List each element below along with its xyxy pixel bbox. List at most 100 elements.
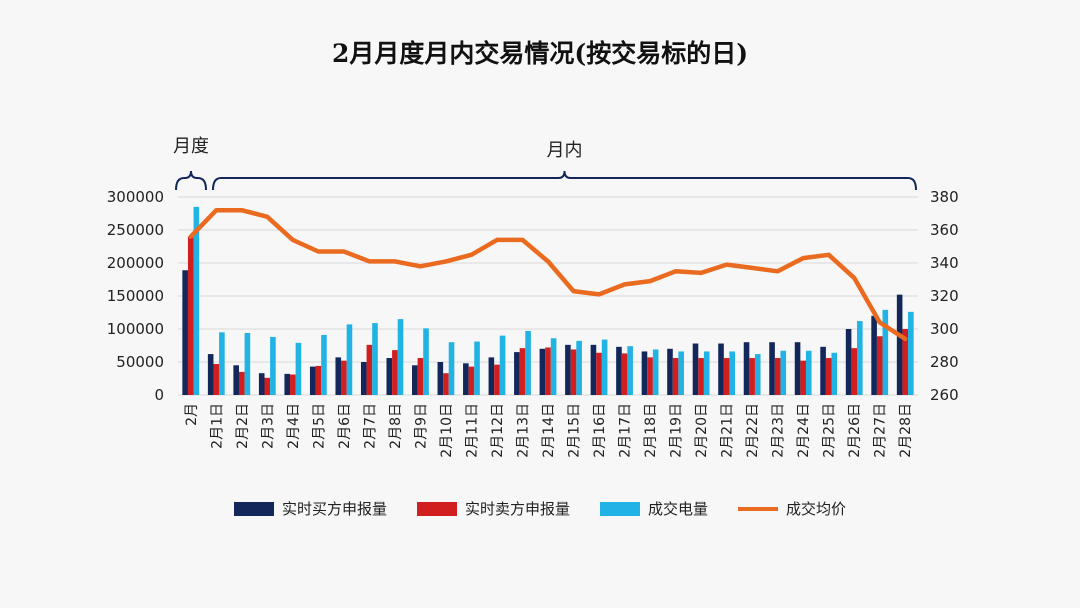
bar bbox=[908, 311, 914, 395]
bar bbox=[718, 343, 724, 395]
bar bbox=[423, 328, 429, 395]
bar bbox=[360, 362, 367, 395]
legend-item: 成交均价 bbox=[738, 498, 846, 519]
bracket bbox=[175, 170, 207, 191]
bar bbox=[488, 357, 495, 395]
category-label: 2月22日 bbox=[745, 403, 761, 458]
bar bbox=[213, 363, 220, 395]
category-label: 2月3日 bbox=[260, 403, 276, 449]
right-tick-label: 380 bbox=[930, 188, 959, 206]
bar bbox=[309, 366, 316, 395]
bracket bbox=[212, 170, 917, 191]
category-label: 2月28日 bbox=[898, 403, 914, 458]
bar bbox=[831, 352, 838, 395]
legend-swatch bbox=[416, 501, 457, 516]
bar-series bbox=[182, 206, 914, 395]
category-label: 2月16日 bbox=[592, 403, 608, 458]
bar bbox=[882, 309, 889, 395]
bar bbox=[902, 329, 909, 395]
bar bbox=[596, 352, 602, 395]
bar bbox=[372, 323, 378, 395]
bar bbox=[800, 360, 806, 395]
bar bbox=[346, 324, 353, 395]
bar bbox=[525, 330, 531, 395]
legend: 实时买方申报量 实时卖方申报量 成交电量 成交均价 bbox=[0, 498, 1080, 519]
legend-item: 实时卖方申报量 bbox=[416, 498, 570, 519]
category-label: 2月12日 bbox=[490, 403, 506, 458]
category-label: 2月10日 bbox=[439, 403, 455, 458]
category-label: 2月24日 bbox=[796, 403, 812, 458]
legend-swatch bbox=[738, 506, 779, 511]
axis-labels: 0 50000 100000 150000 200000 250000 300000 260 2… bbox=[107, 188, 959, 458]
left-tick-label: 300000 bbox=[107, 188, 164, 206]
bar bbox=[539, 348, 546, 395]
bar bbox=[703, 351, 710, 395]
left-tick-label: 100000 bbox=[107, 320, 164, 338]
bar bbox=[290, 374, 296, 395]
group-label-intramonth: 月内 bbox=[547, 140, 583, 161]
bar bbox=[754, 354, 761, 395]
bar bbox=[820, 346, 826, 395]
bar bbox=[692, 343, 699, 395]
legend-label: 实时卖方申报量 bbox=[464, 500, 570, 518]
bar bbox=[182, 270, 188, 395]
bar bbox=[590, 344, 597, 395]
right-tick-label: 280 bbox=[930, 353, 959, 371]
bar bbox=[193, 206, 200, 395]
bar bbox=[443, 373, 449, 395]
bar bbox=[238, 371, 245, 395]
bar bbox=[397, 319, 404, 395]
bar bbox=[499, 335, 506, 395]
chart-title: 2月月度月内交易情况(按交易标的日) bbox=[331, 39, 749, 68]
category-label: 2月25日 bbox=[822, 403, 838, 458]
bar bbox=[565, 344, 571, 395]
bar bbox=[570, 349, 577, 395]
bar bbox=[474, 341, 480, 395]
category-label: 2月13日 bbox=[515, 403, 531, 458]
bar bbox=[896, 294, 903, 395]
bar bbox=[545, 347, 551, 395]
category-label: 2月1日 bbox=[209, 403, 225, 449]
bar bbox=[207, 354, 214, 395]
bar bbox=[244, 332, 251, 395]
bar bbox=[392, 350, 398, 395]
legend-swatch bbox=[600, 501, 640, 516]
bar bbox=[729, 351, 736, 395]
bar bbox=[769, 342, 775, 395]
bar bbox=[187, 236, 194, 395]
category-label: 2月21日 bbox=[720, 403, 736, 458]
right-tick-label: 260 bbox=[930, 386, 959, 404]
bar bbox=[743, 342, 750, 395]
bar bbox=[723, 358, 730, 395]
bar bbox=[672, 358, 679, 395]
bar bbox=[667, 348, 673, 395]
legend-label: 成交均价 bbox=[786, 500, 847, 518]
category-label: 2月4日 bbox=[286, 403, 302, 449]
category-label: 2月17日 bbox=[618, 403, 634, 458]
category-label: 2月19日 bbox=[669, 403, 685, 458]
bar bbox=[270, 336, 276, 395]
bar bbox=[417, 358, 424, 395]
bar bbox=[437, 362, 444, 395]
bar bbox=[678, 351, 684, 395]
bar bbox=[233, 365, 239, 395]
category-label: 2月 bbox=[184, 403, 200, 426]
left-tick-label: 0 bbox=[154, 386, 164, 404]
bar bbox=[774, 358, 781, 395]
bar bbox=[321, 334, 327, 395]
bar bbox=[519, 348, 526, 395]
bar bbox=[386, 358, 393, 395]
bar bbox=[576, 340, 582, 395]
bar bbox=[219, 332, 225, 395]
bar bbox=[550, 338, 557, 395]
bar bbox=[412, 365, 418, 395]
bar bbox=[448, 342, 455, 395]
bar bbox=[794, 342, 801, 395]
legend-item: 实时买方申报量 bbox=[233, 498, 387, 519]
bar bbox=[857, 321, 863, 395]
bar bbox=[621, 353, 628, 395]
left-tick-label: 200000 bbox=[107, 254, 164, 272]
legend-item: 成交电量 bbox=[600, 498, 708, 519]
bar bbox=[366, 344, 373, 395]
